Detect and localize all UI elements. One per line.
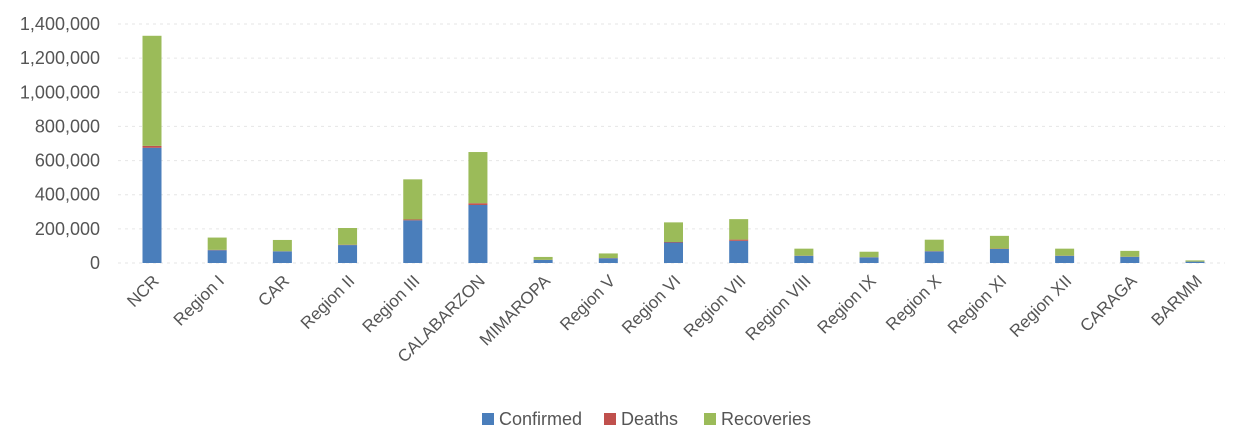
x-tick-label: BARMM (1148, 271, 1206, 329)
bar-confirmed-calabarzon (468, 204, 488, 263)
legend-swatch-recoveries (704, 413, 716, 425)
bar-recoveries-region-viii (794, 248, 814, 256)
y-tick-label: 0 (90, 253, 100, 273)
x-tick-label: Region XI (944, 271, 1010, 337)
bar-recoveries-region-xii (1055, 248, 1075, 256)
legend: Confirmed Deaths Recoveries (482, 409, 811, 429)
legend-swatch-deaths (604, 413, 616, 425)
x-tick-label: MIMAROPA (476, 271, 554, 349)
y-axis-tick-labels: 0 200,000 400,000 600,000 800,000 1,000,000 1,… (20, 14, 100, 273)
bar-recoveries-region-v (598, 253, 618, 259)
bar-recoveries-region-x (924, 239, 944, 252)
x-tick-label: Region VII (680, 271, 750, 341)
x-tick-label: CARAGA (1076, 271, 1141, 336)
x-tick-label: Region V (556, 271, 619, 334)
x-tick-label: Region III (359, 271, 424, 336)
bar-confirmed-region-vii (729, 240, 749, 263)
x-tick-label: Region XII (1006, 271, 1076, 341)
legend-label-confirmed: Confirmed (499, 409, 582, 429)
bar-recoveries-region-ii (338, 228, 358, 245)
x-tick-label: Region IX (814, 271, 880, 337)
bar-confirmed-region-v (598, 258, 618, 263)
bars (142, 35, 1205, 263)
x-tick-label: NCR (123, 271, 162, 310)
bar-recoveries-caraga (1120, 250, 1140, 257)
x-tick-label: Region VIII (742, 271, 815, 344)
legend-label-deaths: Deaths (621, 409, 678, 429)
y-tick-label: 600,000 (35, 151, 100, 171)
bar-recoveries-calabarzon (468, 152, 488, 204)
bar-confirmed-region-ii (338, 245, 358, 263)
bar-confirmed-car (272, 251, 292, 263)
bar-recoveries-region-xi (989, 235, 1009, 249)
bar-recoveries-region-vii (729, 219, 749, 240)
y-tick-label: 1,400,000 (20, 14, 100, 34)
bar-confirmed-mimaropa (533, 259, 553, 263)
y-tick-label: 200,000 (35, 219, 100, 239)
bar-confirmed-region-iii (403, 220, 423, 263)
bar-deaths-calabarzon (468, 203, 488, 205)
y-tick-label: 1,200,000 (20, 48, 100, 68)
bar-recoveries-mimaropa (533, 256, 553, 260)
bar-confirmed-region-xi (989, 249, 1009, 263)
bar-recoveries-car (272, 239, 292, 252)
bar-confirmed-region-ix (859, 257, 879, 263)
x-tick-label: Region II (297, 271, 359, 333)
bar-confirmed-ncr (142, 147, 162, 263)
x-tick-label: CAR (254, 271, 293, 310)
bar-confirmed-region-xii (1055, 255, 1075, 263)
bar-recoveries-ncr (142, 35, 162, 146)
y-tick-label: 400,000 (35, 185, 100, 205)
bar-deaths-region-iii (403, 219, 423, 221)
bar-confirmed-region-vi (664, 242, 683, 263)
x-tick-label: Region I (170, 271, 228, 329)
bar-confirmed-region-i (207, 250, 227, 263)
bar-deaths-region-vi (664, 242, 683, 243)
y-tick-label: 1,000,000 (20, 82, 100, 102)
bar-deaths-region-vii (729, 239, 749, 241)
bar-recoveries-barmm (1185, 260, 1205, 262)
bar-recoveries-region-i (207, 237, 227, 250)
x-tick-label: Region VI (618, 271, 684, 337)
legend-swatch-confirmed (482, 413, 494, 425)
bar-confirmed-region-x (924, 251, 944, 263)
bar-recoveries-region-vi (664, 222, 683, 243)
legend-label-recoveries: Recoveries (721, 409, 811, 429)
bar-deaths-ncr (142, 145, 162, 148)
x-axis-category-labels: NCR Region I CAR Region II Region IIICALABAR… (123, 271, 1205, 366)
bar-recoveries-region-ix (859, 251, 879, 258)
bar-confirmed-barmm (1185, 261, 1205, 263)
bar-confirmed-caraga (1120, 256, 1140, 263)
y-tick-label: 800,000 (35, 116, 100, 136)
bar-confirmed-region-viii (794, 255, 814, 263)
x-tick-label: Region X (882, 271, 945, 334)
bar-recoveries-region-iii (403, 179, 423, 220)
